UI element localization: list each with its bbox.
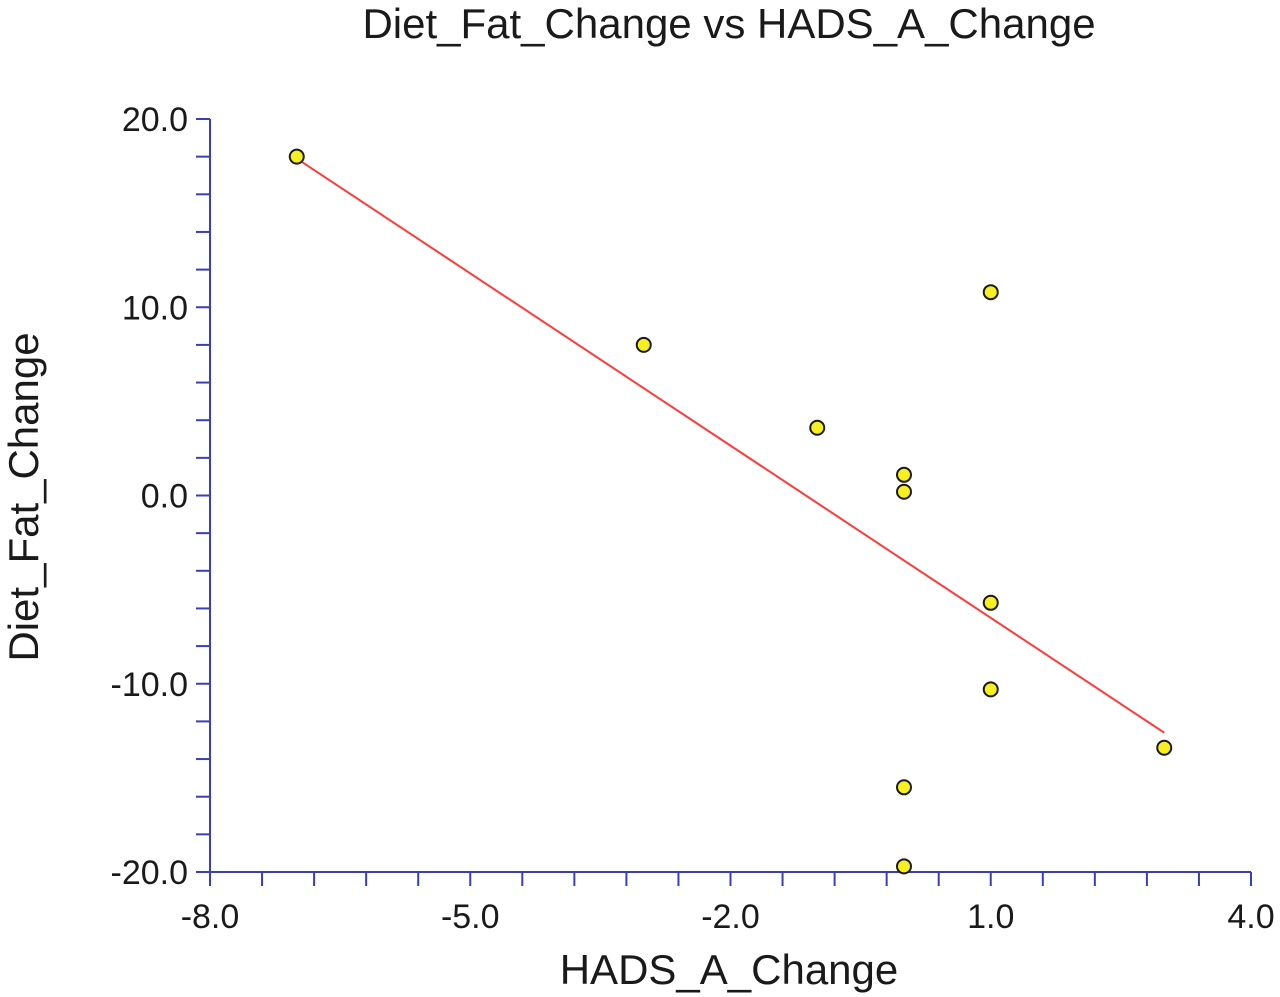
data-point: [896, 858, 912, 875]
axes: 20.0 10.0 0.0 -10.0 -20.0 -8.0 -5.0 -2.0 1.0 4.0: [111, 101, 1275, 936]
data-point: [896, 779, 912, 796]
chart-title: Diet_Fat_Change vs HADS_A_Change: [362, 0, 1095, 47]
trendline-layer: [296, 157, 1165, 734]
data-point: [1156, 739, 1173, 756]
data-point: [982, 284, 999, 301]
data-point: [896, 483, 912, 500]
points-layer: [288, 148, 1173, 875]
y-tick-label: -20.0: [111, 854, 189, 892]
y-tick-label: 20.0: [122, 101, 188, 139]
data-point: [809, 419, 826, 436]
x-tick-label: 4.0: [1227, 898, 1274, 936]
y-axis-label: Diet_Fat_Change: [0, 332, 47, 661]
data-point: [982, 681, 999, 698]
y-tick-label: 0.0: [141, 478, 188, 516]
data-point: [288, 148, 305, 165]
x-tick-label: -5.0: [441, 898, 500, 936]
x-tick-label: -8.0: [181, 898, 240, 936]
y-tick-label: -10.0: [111, 666, 189, 704]
x-axis-label: HADS_A_Change: [560, 946, 899, 993]
x-tick-label: -2.0: [701, 898, 760, 936]
data-point: [896, 466, 912, 483]
data-point: [982, 594, 999, 611]
trend-line: [296, 157, 1165, 734]
y-tick-label: 10.0: [122, 289, 188, 327]
data-point: [635, 336, 652, 353]
x-tick-label: 1.0: [967, 898, 1014, 936]
